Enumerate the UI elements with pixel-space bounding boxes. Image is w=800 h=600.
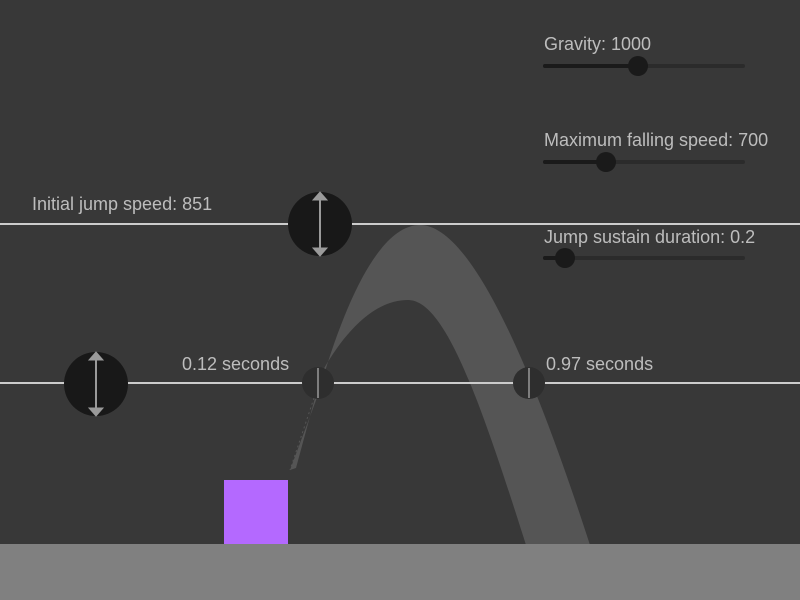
slider-knob[interactable] [595, 152, 616, 172]
max-fall-speed-label: Maximum falling speed: 700 [544, 130, 769, 150]
jump-sustain-slider[interactable] [543, 248, 745, 268]
vertical-double-arrow-icon [311, 191, 329, 257]
sustain-trace [289, 397, 315, 471]
max-fall-speed-slider[interactable] [543, 152, 745, 172]
slider-knob[interactable] [555, 248, 576, 268]
jump-speed-label: Initial jump speed: 851 [32, 194, 213, 214]
end-time-label: 0.97 seconds [546, 354, 654, 374]
vertical-double-arrow-icon [87, 351, 105, 417]
slider-knob[interactable] [627, 56, 648, 76]
start-time-label: 0.12 seconds [182, 354, 290, 374]
player-block [224, 480, 288, 544]
time-marker-end[interactable] [513, 367, 545, 399]
jump-arc [290, 225, 590, 545]
gravity-slider[interactable] [543, 56, 745, 76]
ground [0, 544, 800, 600]
ground-level-handle[interactable] [64, 351, 128, 417]
time-marker-start[interactable] [302, 367, 334, 399]
gravity-label: Gravity: 1000 [544, 34, 652, 54]
jump-speed-handle[interactable] [288, 191, 352, 257]
jump-sustain-label: Jump sustain duration: 0.2 [544, 227, 756, 247]
